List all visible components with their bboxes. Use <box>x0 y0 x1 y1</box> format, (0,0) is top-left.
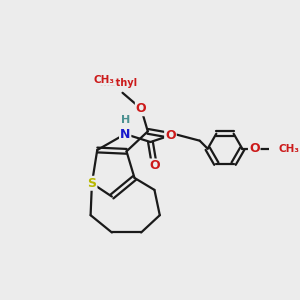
Text: methyl: methyl <box>100 79 138 88</box>
Text: CH₃: CH₃ <box>94 75 115 85</box>
Text: O: O <box>136 102 146 115</box>
Text: H: H <box>121 115 130 125</box>
Text: N: N <box>120 128 130 140</box>
Text: O: O <box>249 142 260 155</box>
Text: O: O <box>149 160 160 172</box>
Text: S: S <box>87 177 96 190</box>
Text: O: O <box>165 129 176 142</box>
Text: CH₃: CH₃ <box>278 144 299 154</box>
